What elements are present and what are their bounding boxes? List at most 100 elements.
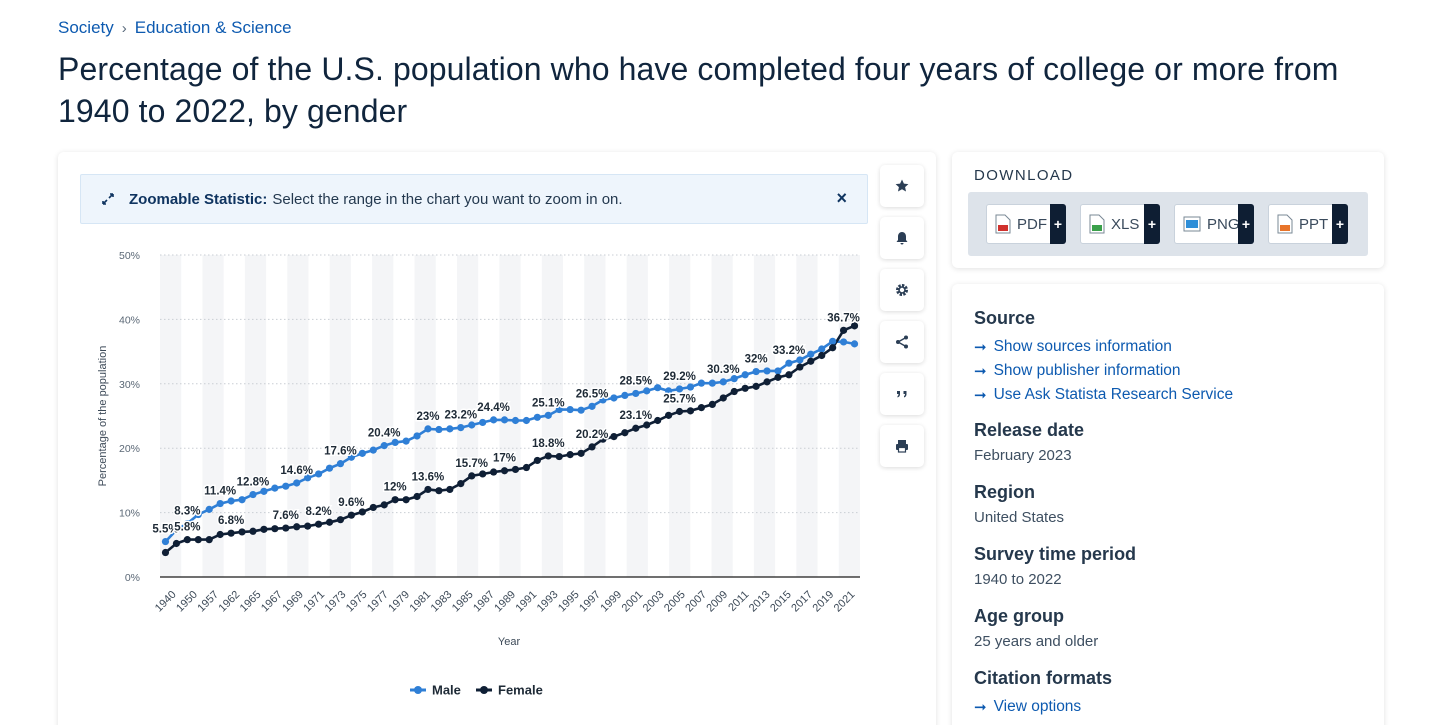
data-point-female[interactable] (763, 378, 771, 386)
data-point-female[interactable] (500, 467, 509, 475)
data-point-female[interactable] (249, 527, 257, 535)
data-point-female[interactable] (829, 344, 837, 352)
data-point-female[interactable] (238, 528, 246, 536)
data-point-female[interactable] (632, 424, 640, 432)
breadcrumb-society[interactable]: Society (58, 18, 114, 37)
data-point-male[interactable] (380, 442, 388, 450)
data-point-male[interactable] (238, 496, 246, 504)
xls-plus-icon[interactable]: + (1144, 204, 1160, 244)
data-point-female[interactable] (227, 529, 235, 537)
data-point-female[interactable] (413, 492, 421, 501)
data-point-female[interactable] (183, 536, 191, 544)
data-point-male[interactable] (818, 345, 826, 353)
data-point-male[interactable] (489, 416, 498, 424)
data-point-male[interactable] (829, 337, 837, 345)
data-point-female[interactable] (446, 485, 454, 494)
data-point-female[interactable] (785, 371, 793, 379)
data-point-female[interactable] (271, 525, 279, 533)
data-point-male[interactable] (686, 383, 695, 391)
data-point-male[interactable] (511, 416, 520, 425)
view-options-link[interactable]: ➞ View options (974, 695, 1112, 719)
line-chart[interactable]: 0%10%20%30%40%50% 1940195019571962196519… (78, 238, 878, 708)
data-point-male[interactable] (555, 405, 563, 414)
data-point-male[interactable] (807, 350, 815, 358)
legend-item-female[interactable]: Female (476, 683, 543, 698)
data-point-male[interactable] (424, 425, 432, 433)
data-point-male[interactable] (719, 378, 727, 386)
data-point-female[interactable] (741, 384, 749, 392)
data-point-male[interactable] (216, 499, 224, 508)
data-point-female[interactable] (533, 456, 541, 465)
data-point-female[interactable] (610, 433, 618, 441)
data-point-female[interactable] (511, 465, 520, 474)
data-point-male[interactable] (358, 449, 366, 457)
data-point-female[interactable] (566, 451, 574, 459)
data-point-female[interactable] (675, 407, 684, 416)
data-point-female[interactable] (457, 480, 465, 488)
data-point-female[interactable] (719, 394, 727, 402)
data-point-female[interactable] (391, 496, 399, 504)
data-point-male[interactable] (249, 490, 257, 499)
data-point-female[interactable] (774, 373, 782, 381)
data-point-male[interactable] (664, 387, 673, 395)
data-point-male[interactable] (741, 371, 749, 379)
data-point-male[interactable] (314, 470, 323, 478)
data-point-female[interactable] (347, 511, 356, 519)
data-point-male[interactable] (632, 389, 640, 398)
data-point-male[interactable] (391, 438, 399, 447)
data-point-female[interactable] (522, 463, 531, 472)
data-point-male[interactable] (850, 340, 859, 348)
data-point-male[interactable] (577, 406, 585, 414)
data-point-female[interactable] (730, 387, 738, 396)
data-point-male[interactable] (654, 384, 662, 392)
data-point-male[interactable] (533, 413, 541, 421)
data-point-male[interactable] (752, 367, 760, 376)
data-point-female[interactable] (402, 496, 410, 504)
data-point-female[interactable] (479, 470, 487, 478)
share-button[interactable] (880, 321, 924, 363)
data-point-male[interactable] (260, 487, 268, 495)
data-point-male[interactable] (588, 402, 596, 410)
data-point-female[interactable] (205, 536, 213, 544)
data-point-male[interactable] (413, 432, 421, 440)
data-point-female[interactable] (216, 530, 224, 539)
pdf-plus-icon[interactable]: + (1050, 204, 1066, 244)
ppt-plus-icon[interactable]: + (1332, 204, 1348, 244)
data-point-male[interactable] (369, 446, 377, 454)
data-point-male[interactable] (566, 405, 574, 414)
print-button[interactable] (880, 425, 924, 467)
data-point-male[interactable] (435, 425, 443, 434)
data-point-male[interactable] (446, 425, 454, 433)
data-point-female[interactable] (369, 503, 377, 512)
data-point-female[interactable] (358, 508, 366, 516)
data-point-male[interactable] (675, 385, 684, 393)
data-point-male[interactable] (479, 418, 487, 427)
data-point-female[interactable] (380, 501, 388, 509)
data-point-male[interactable] (205, 505, 213, 513)
data-point-female[interactable] (708, 400, 716, 409)
data-point-male[interactable] (227, 497, 235, 505)
data-point-female[interactable] (850, 322, 859, 330)
data-point-female[interactable] (544, 452, 552, 460)
data-point-female[interactable] (796, 363, 804, 371)
png-plus-icon[interactable]: + (1238, 204, 1254, 244)
data-point-female[interactable] (654, 416, 662, 425)
data-point-male[interactable] (785, 359, 793, 367)
settings-button[interactable] (880, 269, 924, 311)
data-point-male[interactable] (183, 519, 191, 528)
data-point-male[interactable] (544, 411, 552, 419)
notification-button[interactable] (880, 217, 924, 259)
download-ppt-button[interactable]: PPT + (1268, 204, 1348, 244)
data-point-female[interactable] (260, 525, 268, 533)
data-point-male[interactable] (774, 367, 782, 375)
data-point-female[interactable] (588, 443, 596, 451)
data-point-female[interactable] (643, 421, 651, 429)
data-point-female[interactable] (664, 411, 673, 419)
data-point-female[interactable] (336, 516, 345, 524)
data-point-female[interactable] (314, 520, 323, 528)
data-point-male[interactable] (325, 464, 334, 472)
data-point-female[interactable] (435, 487, 443, 495)
data-point-male[interactable] (500, 416, 509, 424)
show-publisher-link[interactable]: ➞ Show publisher information (974, 359, 1233, 383)
data-point-male[interactable] (610, 394, 618, 402)
